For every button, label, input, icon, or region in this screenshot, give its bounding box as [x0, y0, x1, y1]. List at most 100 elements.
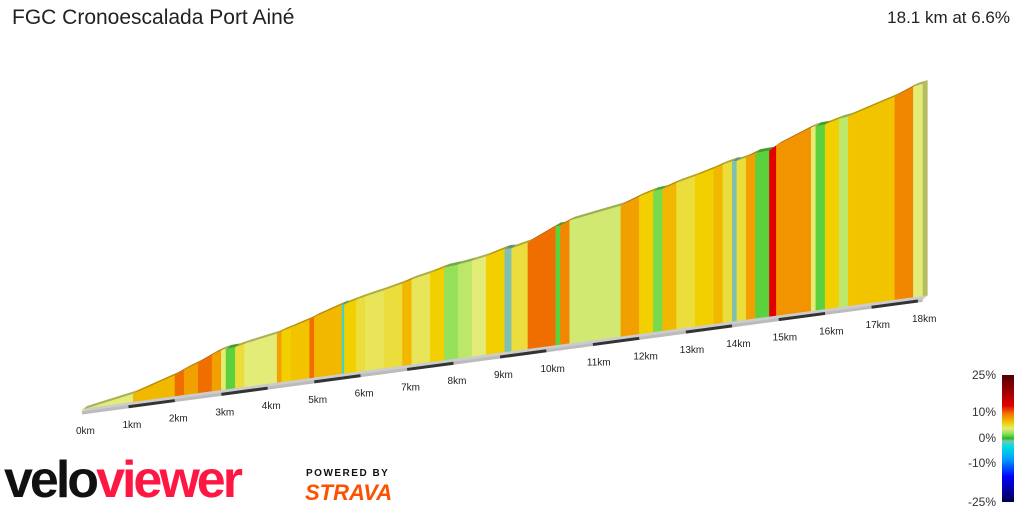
segment-top-face: [732, 157, 742, 162]
km-axis-segment: [871, 299, 919, 309]
segment-front-face: [290, 319, 310, 385]
segment-front-face: [662, 182, 677, 335]
segment-top-face: [569, 201, 626, 221]
segment-front-face: [736, 157, 747, 325]
segment-front-face: [745, 152, 756, 324]
segment-front-face: [620, 196, 640, 341]
segment-top-face: [653, 185, 668, 192]
segment-front-face: [848, 96, 895, 310]
segment-top-face: [184, 359, 204, 370]
segment-top-face: [281, 323, 296, 332]
segment-top-face: [722, 157, 738, 165]
segment-top-face: [620, 192, 645, 206]
segment-top-face: [560, 216, 575, 226]
km-axis-segment: [128, 399, 176, 409]
segment-top-face: [639, 187, 659, 197]
segment-top-face: [713, 160, 728, 169]
segment-top-face: [212, 346, 227, 355]
km-axis-segment: [685, 324, 733, 334]
strava-logo: STRAVA: [305, 480, 393, 505]
segment-front-face: [365, 290, 385, 375]
km-axis-segment: [732, 318, 779, 328]
km-axis-segment: [221, 386, 268, 396]
km-axis-segment: [174, 392, 222, 403]
segment-front-face: [244, 333, 278, 391]
x-tick-label: 12km: [633, 351, 657, 362]
segment-top-face: [430, 263, 450, 274]
segment-top-face: [839, 112, 854, 120]
x-tick-label: 16km: [819, 326, 843, 337]
segment-top-face: [225, 343, 241, 349]
segment-top-face: [291, 315, 315, 328]
segment-front-face: [314, 304, 343, 382]
segment-top-face: [458, 256, 478, 265]
km-axis-segment: [453, 355, 501, 365]
segment-front-face: [430, 267, 445, 366]
segment-front-face: [913, 83, 923, 301]
km-axis-segment: [824, 305, 872, 315]
km-axis-segment: [267, 380, 315, 390]
segment-front-face: [341, 304, 345, 378]
km-axis-segment: [499, 349, 547, 359]
segment-front-face: [569, 205, 621, 347]
x-tick-label: 17km: [866, 320, 890, 331]
segment-front-face: [815, 124, 826, 314]
segment-top-face: [695, 164, 719, 177]
segment-front-face: [504, 248, 512, 356]
segment-front-face: [769, 145, 777, 321]
segment-top-face: [365, 286, 389, 297]
segment-top-face: [309, 313, 320, 320]
x-tick-label: 7km: [401, 382, 420, 393]
x-tick-label: 15km: [773, 333, 797, 344]
segment-front-face: [653, 189, 663, 336]
segment-front-face: [776, 127, 812, 320]
segment-front-face: [211, 350, 222, 395]
segment-top-face: [411, 269, 436, 280]
segment-front-face: [560, 220, 570, 349]
segment-top-face: [555, 221, 566, 227]
x-tick-label: 18km: [912, 314, 936, 325]
segment-top-face: [344, 296, 362, 305]
segment-front-face: [174, 369, 185, 400]
profile-base: [82, 295, 928, 412]
segment-top-face: [277, 327, 287, 334]
x-tick-label: 6km: [355, 389, 374, 400]
segment-front-face: [713, 164, 724, 328]
segment-top-face: [815, 120, 831, 127]
segment-top-face: [235, 339, 250, 348]
x-tick-label: 8km: [448, 376, 467, 387]
segment-top-face: [736, 153, 752, 162]
segment-top-face: [486, 245, 510, 257]
x-tick-label: 1km: [122, 420, 141, 431]
segment-front-face: [722, 161, 733, 327]
segment-front-face: [225, 347, 236, 393]
segment-top-face: [444, 260, 464, 268]
segment-front-face: [639, 190, 654, 338]
x-tick-label: 10km: [540, 364, 564, 375]
segment-top-face: [811, 122, 821, 128]
segment-top-face: [356, 292, 371, 301]
km-axis-segment: [314, 374, 361, 384]
x-tick-label: 0km: [76, 426, 95, 437]
legend-label-0: 0%: [978, 431, 996, 445]
segment-top-face: [676, 172, 701, 184]
veloviewer-logo: veloviewer: [4, 451, 243, 509]
segment-front-face: [694, 168, 714, 331]
segment-top-face: [383, 279, 408, 291]
segment-front-face: [527, 226, 556, 353]
segment-front-face: [511, 242, 529, 355]
legend-label-minus10: -10%: [967, 456, 996, 470]
segment-front-face: [485, 248, 505, 359]
segment-front-face: [309, 316, 315, 382]
segment-front-face: [471, 256, 487, 360]
segment-front-face: [355, 296, 366, 376]
x-tick-label: 9km: [494, 370, 513, 381]
segment-top-face: [342, 300, 350, 305]
segment-top-face: [894, 82, 919, 97]
segment-front-face: [221, 348, 227, 394]
segment-top-face: [504, 244, 517, 250]
segment-front-face: [276, 331, 282, 387]
x-tick-label: 5km: [308, 395, 327, 406]
km-axis-segment: [592, 336, 640, 347]
route-summary: 18.1 km at 6.6%: [887, 8, 1010, 27]
